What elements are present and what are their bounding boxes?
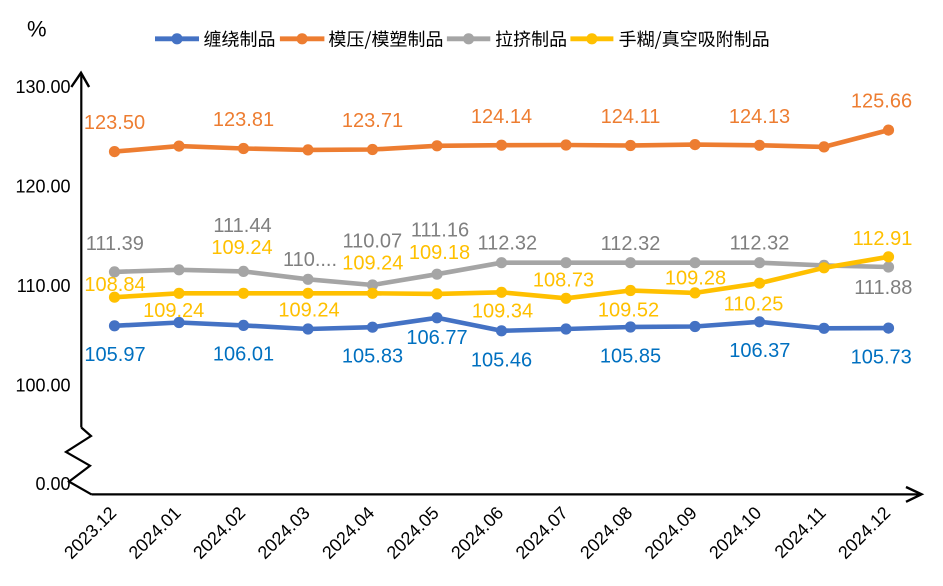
- svg-text:108.84: 108.84: [84, 274, 145, 296]
- svg-text:105.85: 105.85: [600, 345, 661, 367]
- svg-text:120.00: 120.00: [15, 177, 70, 197]
- svg-text:110.00: 110.00: [17, 276, 71, 296]
- svg-text:123.81: 123.81: [213, 109, 274, 131]
- svg-text:123.50: 123.50: [84, 112, 145, 134]
- svg-text:124.13: 124.13: [729, 106, 790, 128]
- svg-text:105.46: 105.46: [471, 349, 532, 371]
- svg-text:%: %: [27, 17, 47, 42]
- svg-text:112.32: 112.32: [477, 232, 537, 254]
- svg-text:108.73: 108.73: [533, 270, 594, 292]
- svg-text:105.73: 105.73: [851, 346, 912, 368]
- svg-text:109.24: 109.24: [342, 252, 403, 274]
- svg-text:109.24: 109.24: [278, 300, 339, 322]
- svg-text:106.37: 106.37: [729, 340, 790, 362]
- svg-text:106.77: 106.77: [406, 327, 467, 349]
- svg-text:109.18: 109.18: [409, 242, 470, 264]
- svg-text:123.71: 123.71: [342, 110, 403, 132]
- svg-text:112.32: 112.32: [601, 233, 661, 255]
- svg-text:111.39: 111.39: [86, 233, 144, 255]
- svg-text:105.97: 105.97: [84, 344, 145, 366]
- svg-text:109.34: 109.34: [472, 300, 533, 322]
- svg-text:111.88: 111.88: [854, 277, 912, 299]
- svg-text:111.16: 111.16: [411, 219, 469, 241]
- svg-text:124.11: 124.11: [601, 106, 661, 128]
- svg-text:105.83: 105.83: [342, 345, 403, 367]
- svg-text:109.28: 109.28: [665, 268, 726, 290]
- svg-text:109.24: 109.24: [211, 237, 272, 259]
- svg-text:111.44: 111.44: [213, 215, 271, 237]
- svg-text:109.52: 109.52: [598, 300, 659, 322]
- svg-text:110....: 110....: [283, 249, 337, 271]
- svg-text:110.25: 110.25: [724, 294, 784, 316]
- svg-text:130.00: 130.00: [15, 77, 70, 97]
- svg-text:0.00: 0.00: [35, 474, 70, 494]
- svg-text:112.91: 112.91: [853, 228, 913, 250]
- svg-text:106.01: 106.01: [213, 344, 274, 366]
- svg-text:125.66: 125.66: [851, 91, 912, 113]
- svg-text:109.24: 109.24: [143, 300, 204, 322]
- svg-text:112.32: 112.32: [730, 233, 790, 255]
- svg-text:124.14: 124.14: [471, 106, 532, 128]
- svg-text:100.00: 100.00: [15, 375, 70, 395]
- svg-text:110.07: 110.07: [342, 231, 402, 253]
